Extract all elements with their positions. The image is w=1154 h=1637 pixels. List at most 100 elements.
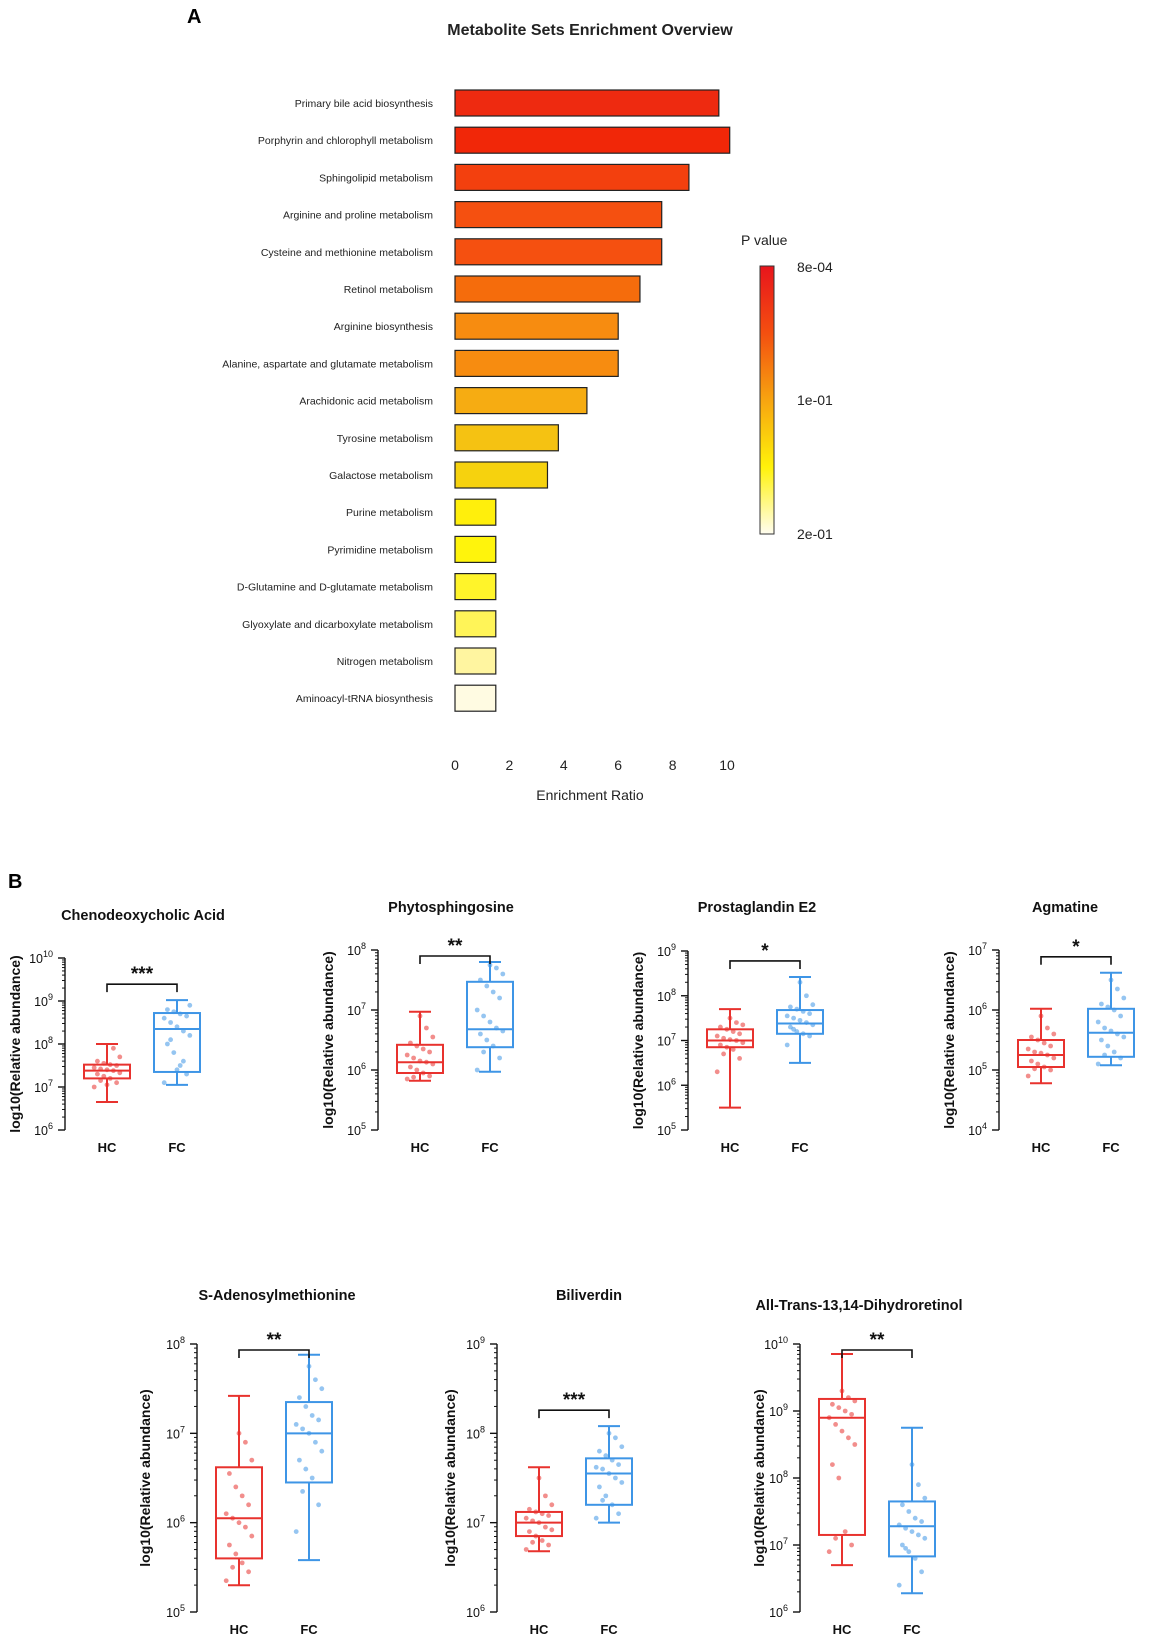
point-4-1-9: [293, 1422, 299, 1427]
point-6-0-11: [842, 1408, 848, 1414]
point-1-1-12: [484, 983, 490, 989]
point-5-0-2: [539, 1538, 545, 1543]
point-0-0-7: [104, 1067, 110, 1073]
point-6-1-10: [919, 1519, 924, 1524]
bar-2: [454, 163, 690, 191]
point-2-0-6: [734, 1038, 739, 1043]
point-2-0-10: [737, 1031, 742, 1037]
significance-stars-1: **: [448, 936, 463, 957]
boxplot-5: Biliverdin log10(Relative abundance) 106 10…: [442, 1288, 633, 1637]
point-5-0-11: [539, 1511, 545, 1517]
point-0-1-8: [168, 1020, 174, 1025]
category-label-6: Arginine biosynthesis: [334, 321, 433, 333]
point-5-0-5: [549, 1527, 555, 1533]
point-4-0-17: [230, 1564, 236, 1570]
point-2-1-2: [800, 1031, 806, 1037]
significance-bracket-0: [106, 983, 178, 993]
panel-b-label: B: [8, 871, 22, 893]
bar-3: [454, 201, 663, 229]
point-0-0-16: [104, 1082, 110, 1088]
point-4-0-6: [243, 1524, 248, 1530]
boxplot-category-2-0: HC: [721, 1140, 740, 1155]
point-4-1-1: [316, 1502, 321, 1508]
point-5-1-6: [613, 1475, 618, 1481]
category-label-15: Nitrogen metabolism: [337, 656, 434, 668]
bar-11: [454, 498, 497, 526]
category-label-13: D-Glutamine and D-glutamate metabolism: [237, 582, 433, 594]
point-2-0-15: [734, 1020, 739, 1025]
boxplot-category-5-0: HC: [530, 1622, 549, 1637]
point-6-0-17: [833, 1535, 838, 1541]
point-0-1-0: [161, 1080, 167, 1086]
category-label-12: Pyrimidine metabolism: [327, 544, 433, 556]
point-6-1-15: [916, 1482, 921, 1488]
x-tick-0: 0: [451, 757, 459, 773]
point-5-1-16: [606, 1430, 612, 1436]
boxplot-ticklabel-3-7: 107: [968, 941, 987, 958]
box-1-1: [466, 980, 514, 1049]
point-1-1-17: [481, 1049, 486, 1055]
point-5-0-8: [530, 1518, 535, 1524]
point-5-0-14: [549, 1502, 555, 1508]
point-1-0-16: [417, 1013, 423, 1019]
boxplot-category-1-1: FC: [481, 1140, 499, 1155]
point-3-0-8: [1032, 1049, 1037, 1055]
bar-15: [454, 647, 497, 675]
point-3-0-13: [1029, 1034, 1034, 1040]
point-6-0-3: [836, 1475, 842, 1481]
point-3-1-16: [1108, 977, 1114, 983]
point-0-1-15: [181, 1058, 186, 1064]
point-5-0-10: [546, 1513, 551, 1518]
category-label-1: Porphyrin and chlorophyll metabolism: [258, 135, 433, 147]
boxplot-ticklabel-5-8: 108: [466, 1424, 485, 1441]
enrichment-bar-chart: Metabolite Sets Enrichment Overview Prim…: [222, 22, 833, 803]
point-3-1-15: [1115, 986, 1120, 992]
point-1-0-2: [420, 1070, 426, 1076]
x-ticks: 0 2 4 6 8 10: [451, 757, 735, 773]
boxplot-ticklabel-4-7: 107: [166, 1424, 185, 1441]
point-3-0-1: [1048, 1067, 1053, 1073]
point-5-1-10: [616, 1462, 621, 1467]
category-labels: Primary bile acid biosynthesis Porphyrin …: [222, 98, 433, 705]
boxplot-category-3-1: FC: [1102, 1140, 1120, 1155]
point-4-1-8: [300, 1426, 305, 1432]
point-3-1-10: [1118, 1013, 1123, 1019]
category-label-10: Galactose metabolism: [329, 470, 433, 482]
significance-stars-0: ***: [131, 964, 154, 985]
point-6-0-4: [830, 1462, 835, 1467]
significance-bracket-4: [238, 1349, 310, 1358]
point-5-1-9: [593, 1464, 599, 1470]
point-4-0-9: [223, 1511, 229, 1517]
point-6-0-1: [849, 1542, 854, 1548]
boxplot-0: Chenodeoxycholic Acid log10(Relative abun…: [7, 908, 225, 1155]
boxplot-ticklabel-0-10: 1010: [29, 949, 53, 966]
point-4-1-15: [313, 1377, 318, 1383]
point-3-0-10: [1048, 1043, 1053, 1049]
point-4-0-15: [243, 1439, 248, 1445]
category-label-14: Glyoxylate and dicarboxylate metabolism: [242, 619, 433, 631]
point-6-0-5: [852, 1442, 858, 1447]
point-6-0-13: [830, 1401, 835, 1407]
category-label-11: Purine metabolism: [346, 507, 433, 519]
boxplot-ylabel-1: log10(Relative abundance): [320, 951, 336, 1128]
point-1-1-11: [490, 989, 496, 995]
boxplot-ticklabel-1-6: 106: [347, 1061, 366, 1078]
boxplot-ticklabel-2-9: 109: [657, 942, 676, 959]
point-5-1-15: [613, 1435, 618, 1441]
point-0-0-14: [117, 1054, 123, 1060]
bar-12: [454, 535, 497, 564]
point-1-1-16: [487, 962, 493, 968]
boxplot-category-6-0: HC: [833, 1622, 852, 1637]
colorbar: P value 8e-04 1e-01 2e-01: [741, 232, 833, 542]
point-1-0-12: [414, 1043, 420, 1049]
point-0-1-17: [168, 1037, 174, 1043]
category-label-7: Alanine, aspartate and glutamate metabol…: [222, 358, 433, 370]
boxplot-category-5-1: FC: [600, 1622, 618, 1637]
bar-10: [454, 461, 549, 489]
bar-13: [454, 572, 497, 601]
point-2-0-16: [727, 1015, 733, 1021]
point-5-1-5: [619, 1480, 625, 1485]
point-3-0-7: [1038, 1050, 1044, 1056]
point-4-1-13: [297, 1395, 302, 1400]
